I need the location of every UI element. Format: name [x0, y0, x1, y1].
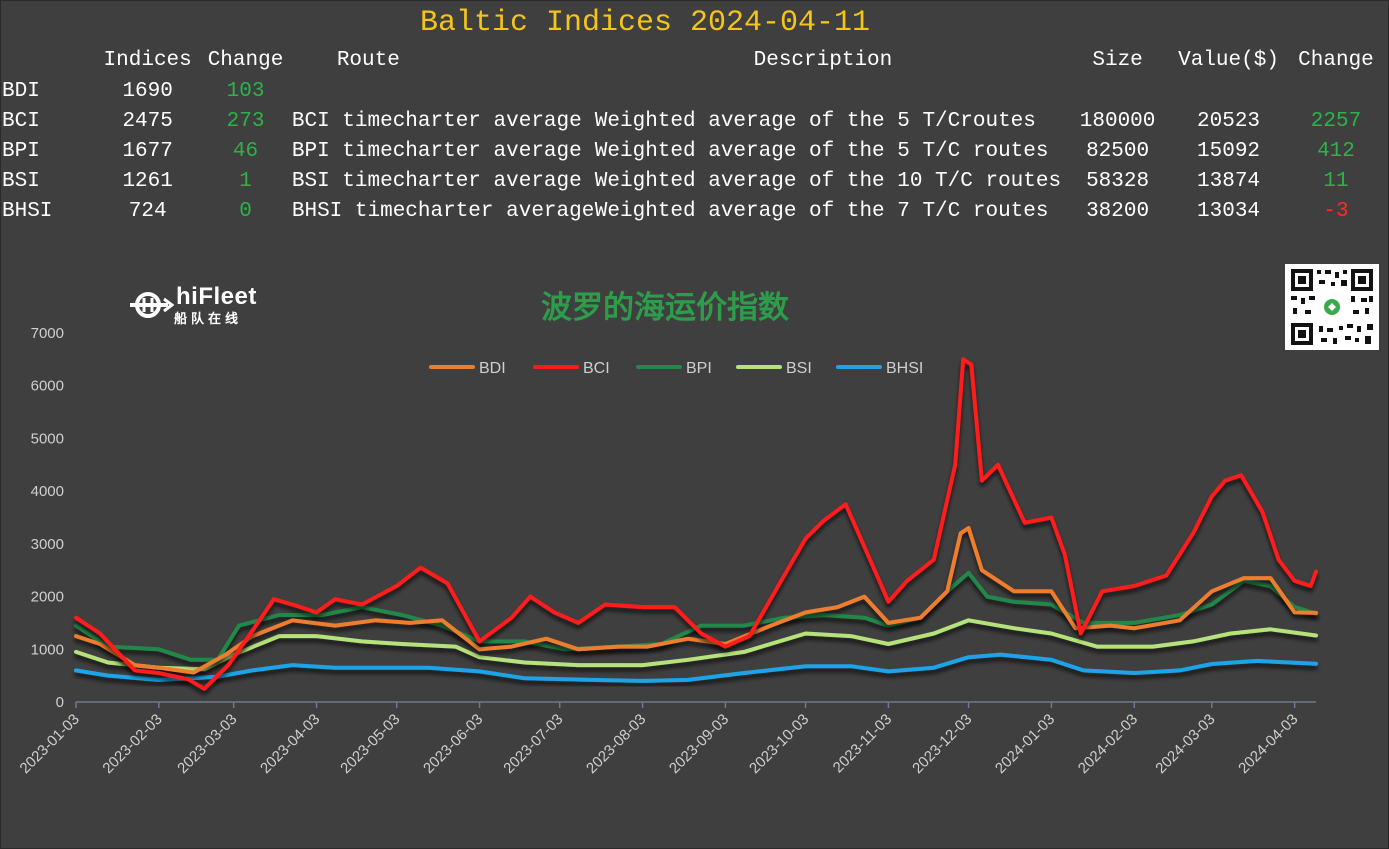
x-axis: 2023-01-03 2023-02-03 2023-03-03 2023-04-03…	[17, 701, 1316, 777]
y-tick-label: 4000	[31, 483, 64, 500]
y-tick-label: 3000	[31, 536, 64, 553]
x-tick-label: 2023-03-03	[174, 711, 240, 777]
legend-label: BPI	[686, 360, 712, 377]
hifleet-logo-icon	[130, 292, 175, 318]
y-tick-label: 6000	[31, 378, 64, 395]
route-text: BSI timecharter average	[291, 169, 582, 193]
table-row: BCI 2475 273 BCI timecharter average Weighte…	[2, 106, 1389, 136]
y-tick-label: 7000	[31, 325, 64, 342]
x-tick-label: 2023-09-03	[666, 711, 732, 777]
size-value: 58328	[1086, 169, 1150, 193]
chart-title: 波罗的海运价指数	[541, 290, 789, 326]
header-indices: Indices	[103, 48, 192, 72]
header-description: Description	[753, 48, 893, 72]
header-size: Size	[1092, 48, 1143, 72]
x-tick-label: 2023-07-03	[500, 711, 566, 777]
logo-name: hiFleet	[176, 283, 257, 310]
route-value-change: 412	[1317, 139, 1355, 163]
description-text: Weighted average of the 10 T/C routes	[594, 169, 1062, 193]
y-tick-label: 5000	[31, 430, 64, 447]
x-tick-label: 2023-08-03	[583, 711, 649, 777]
table-header-row: Indices Change Route Description Size Va…	[2, 44, 1389, 76]
index-name: BHSI	[2, 199, 53, 223]
index-change: 1	[239, 169, 252, 193]
size-value: 82500	[1086, 139, 1150, 163]
route-value-change: 2257	[1310, 109, 1362, 133]
table-row: BSI 1261 1 BSI timecharter average Weighted …	[2, 166, 1389, 196]
hifleet-logo: hiFleet 船队在线	[128, 283, 256, 330]
index-value: 1261	[122, 169, 173, 193]
route-value: 20523	[1197, 109, 1261, 133]
description-text: Weighted average of the 7 T/C routes	[594, 199, 1049, 223]
x-tick-label: 2023-02-03	[99, 711, 165, 777]
y-axis: 0 1000 2000 3000 4000 5000 6000 7000	[31, 325, 64, 711]
x-tick-label: 2023-11-03	[830, 711, 895, 776]
x-tick-label: 2024-01-03	[992, 711, 1058, 777]
legend-label: BCI	[583, 360, 610, 377]
series-line-bpi	[74, 570, 1318, 662]
x-tick-label: 2024-02-03	[1075, 711, 1141, 777]
x-tick-label: 2024-03-03	[1152, 711, 1218, 777]
route-value-change: -3	[1323, 199, 1349, 223]
x-tick-label: 2024-04-03	[1235, 711, 1301, 777]
description-text: Weighted average of the 5 T/Croutes	[594, 109, 1036, 133]
series-line-bhsi	[74, 652, 1318, 683]
size-value: 180000	[1079, 109, 1156, 133]
x-tick-label: 2023-05-03	[337, 711, 403, 777]
x-tick-label: 2023-01-03	[17, 711, 83, 777]
index-name: BDI	[2, 79, 40, 103]
index-name: BPI	[2, 139, 40, 163]
index-value: 2475	[122, 109, 173, 133]
description-text: Weighted average of the 5 T/C routes	[594, 139, 1049, 163]
y-tick-label: 2000	[31, 589, 64, 606]
index-name: BSI	[2, 169, 40, 193]
x-tick-label: 2023-04-03	[257, 711, 323, 777]
route-value: 15092	[1197, 139, 1261, 163]
table-row: BPI 1677 46 BPI timecharter average Weighted…	[2, 136, 1389, 166]
route-text: BCI timecharter average	[291, 109, 582, 133]
table-row: BDI 1690 103	[2, 76, 1389, 106]
route-value: 13874	[1197, 169, 1261, 193]
x-tick-label: 2023-12-03	[909, 711, 975, 777]
y-tick-label: 1000	[31, 641, 64, 658]
legend-label: BHSI	[886, 360, 923, 377]
index-value: 724	[128, 199, 167, 223]
header-value: Value($)	[1178, 48, 1279, 72]
route-text: BPI timecharter average	[291, 139, 582, 163]
series-line-bci	[74, 357, 1318, 691]
plot-area	[74, 357, 1318, 691]
page-title: Baltic Indices 2024-04-11	[419, 6, 871, 40]
header-route: Route	[336, 48, 400, 72]
legend-label: BSI	[786, 360, 812, 377]
route-text: BHSI timecharter average	[291, 199, 595, 223]
y-tick-label: 0	[56, 694, 64, 711]
index-value: 1690	[122, 79, 173, 103]
x-tick-label: 2023-06-03	[420, 711, 486, 777]
index-change: 0	[239, 199, 252, 223]
indices-table: Indices Change Route Description Size Va…	[2, 44, 1389, 226]
series-line-bdi	[74, 526, 1318, 675]
route-value: 13034	[1197, 199, 1261, 223]
index-name: BCI	[2, 109, 40, 133]
header-change: Change	[207, 48, 284, 72]
series-line-bsi	[74, 618, 1318, 672]
table-row: BHSI 724 0 BHSI timecharter average Weighted…	[2, 196, 1389, 226]
size-value: 38200	[1086, 199, 1150, 223]
x-tick-label: 2023-10-03	[746, 711, 812, 777]
chart-legend: BDI BCI BPI BSI BHSI	[429, 360, 923, 377]
qr-code-icon	[1285, 264, 1379, 350]
header-value-change: Change	[1298, 48, 1374, 72]
index-change: 103	[226, 79, 265, 103]
route-value-change: 11	[1323, 169, 1349, 193]
index-change: 46	[232, 139, 259, 163]
index-change: 273	[226, 109, 265, 133]
index-value: 1677	[122, 139, 173, 163]
legend-label: BDI	[479, 360, 506, 377]
logo-subtitle: 船队在线	[174, 312, 243, 327]
